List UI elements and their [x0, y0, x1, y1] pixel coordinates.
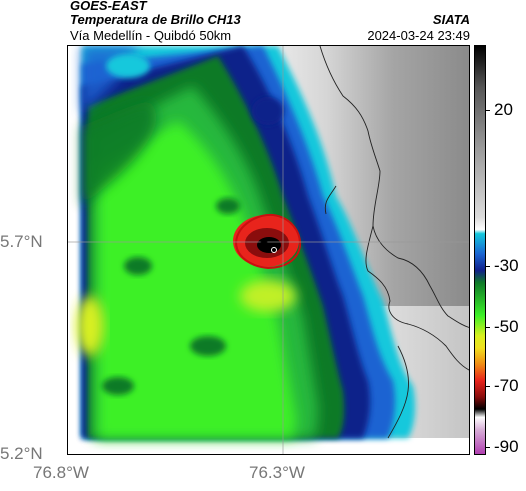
- lat-label-57: 5.7°N: [0, 232, 43, 251]
- cloud-dark-green-spot-2: [190, 336, 226, 356]
- lon-label-768: 76.8°W: [33, 463, 89, 482]
- colorbar: [474, 45, 486, 455]
- colorbar-tick-neg70: [486, 386, 490, 387]
- colorbar-label-neg30: -30: [494, 256, 519, 275]
- area-subtitle: Vía Medellín - Quibdó 50km: [70, 28, 232, 43]
- colorbar-label-neg90: -90: [494, 437, 519, 456]
- colorbar-tick-20: [486, 110, 490, 111]
- colorbar-tick-neg90: [486, 447, 490, 448]
- colorbar-label-neg70: -70: [494, 376, 519, 395]
- cloud-dark-green-spot-4: [102, 377, 134, 395]
- bottom-blank-strip: [68, 438, 469, 454]
- cloud-blue-spot-north: [252, 97, 284, 125]
- colorbar-label-20: 20: [494, 100, 513, 119]
- cloud-yellow-patch-center: [240, 280, 296, 312]
- lat-label-52: 5.2°N: [0, 444, 43, 463]
- cloud-dark-green-spot-1: [124, 257, 152, 275]
- city-marker-star: [260, 238, 268, 246]
- cloud-cyan-spot-north: [106, 54, 150, 78]
- convective-core: [233, 213, 302, 270]
- organization-label: SIATA: [432, 12, 470, 27]
- cloud-shield: [76, 46, 416, 438]
- cloud-dark-green-spot-3: [216, 198, 240, 214]
- core-red-edge: [234, 213, 302, 270]
- satellite-title: GOES-EAST: [70, 0, 147, 13]
- city-marker-circle: [271, 247, 277, 253]
- map-panel[interactable]: [67, 45, 470, 455]
- cloud-yellow-patch-west: [76, 296, 104, 356]
- product-title: Temperatura de Brillo CH13: [70, 12, 241, 27]
- colorbar-label-neg50: -50: [494, 317, 519, 336]
- border-line-west-branch: [324, 185, 337, 215]
- brightness-temperature-map: [68, 46, 469, 454]
- core-black-center: [257, 237, 281, 253]
- colorbar-tick-neg30: [486, 266, 490, 267]
- colorbar-tick-neg50: [486, 327, 490, 328]
- timestamp-label: 2024-03-24 23:49: [367, 28, 470, 43]
- cloud-bright-green-core: [98, 121, 296, 438]
- lon-label-763: 76.3°W: [249, 463, 305, 482]
- border-line-south: [387, 345, 409, 439]
- border-line-mid: [365, 225, 469, 371]
- cloud-west-green: [82, 101, 157, 206]
- administrative-borders: [319, 46, 469, 439]
- city-marker: [260, 238, 277, 253]
